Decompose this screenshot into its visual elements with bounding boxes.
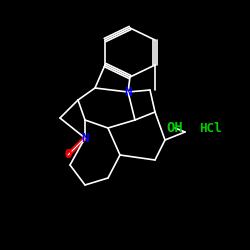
Text: HCl: HCl [199,122,221,134]
Text: N: N [81,132,89,144]
Text: OH: OH [166,121,184,135]
Text: O: O [64,148,72,162]
Text: N: N [124,86,132,98]
